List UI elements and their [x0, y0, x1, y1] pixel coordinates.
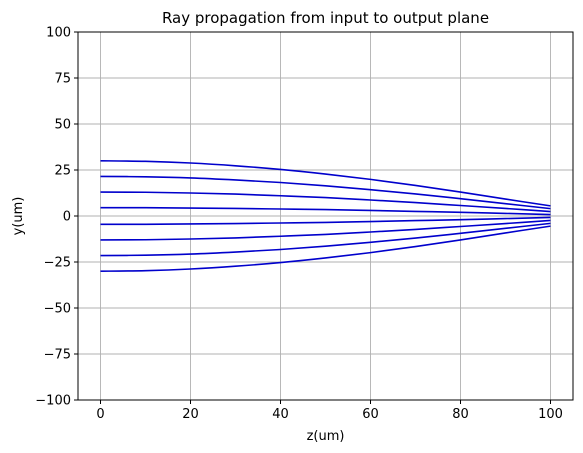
x-tick-label: 60	[362, 407, 379, 422]
y-tick-label: 75	[54, 72, 71, 87]
ray-line-1	[100, 160, 551, 207]
y-tick-label: −75	[44, 348, 71, 363]
ray-line-2	[100, 175, 551, 210]
x-tick-label: 40	[272, 407, 289, 422]
y-tick-label: 25	[54, 164, 71, 179]
ray-line-3	[100, 191, 551, 213]
ray-line-6	[100, 219, 551, 241]
grid	[78, 31, 573, 401]
x-tick-label: 80	[452, 407, 469, 422]
y-tick-label: −25	[44, 256, 71, 271]
y-tick-label: 0	[63, 210, 71, 225]
y-axis-label: y(um)	[11, 197, 26, 236]
axis-ticks: 0 20 40 60 80 100 −100 −75 −50 −25 0 25 50 75 100	[35, 26, 563, 423]
ray-line-4	[100, 206, 551, 216]
x-tick-label: 20	[182, 407, 199, 422]
x-tick-label: 0	[96, 407, 104, 422]
x-axis-label: z(um)	[307, 429, 345, 444]
ray-line-7	[100, 222, 551, 257]
y-tick-label: 100	[46, 26, 71, 41]
ray-lines	[100, 160, 551, 272]
ray-line-5	[100, 216, 551, 226]
ray-line-8	[100, 225, 551, 272]
y-tick-label: 50	[54, 118, 71, 133]
x-tick-label: 100	[538, 407, 563, 422]
y-tick-label: −100	[35, 394, 71, 409]
y-tick-label: −50	[44, 302, 71, 317]
chart-title: Ray propagation from input to output pla…	[162, 9, 489, 27]
